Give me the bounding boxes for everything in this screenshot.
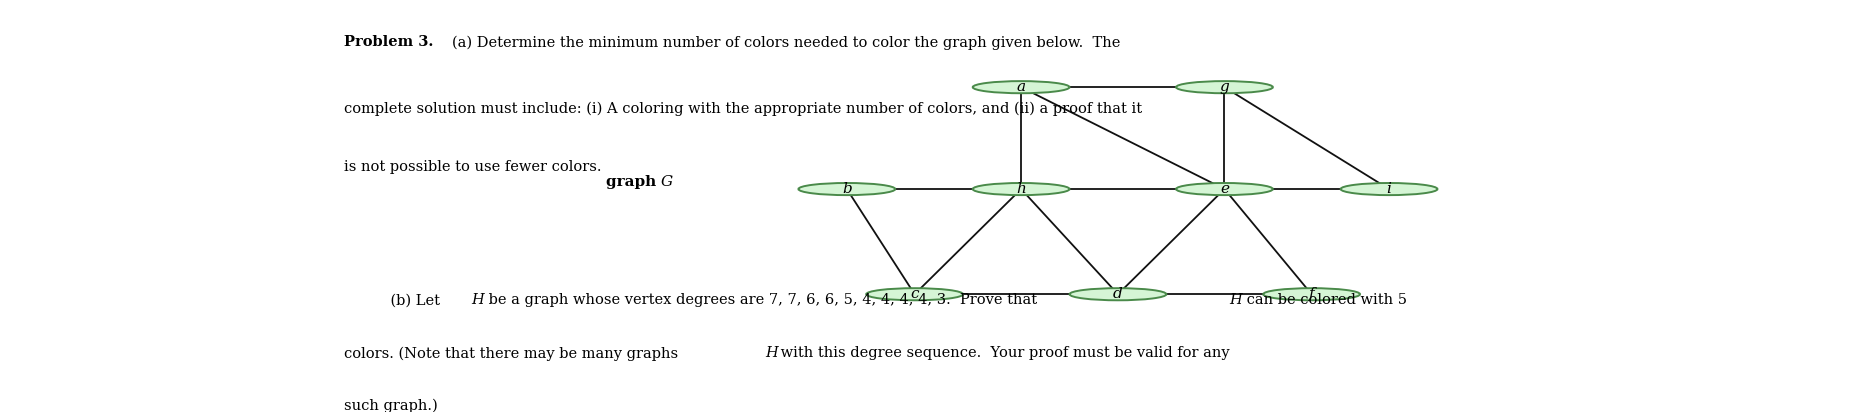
Text: d: d <box>1113 287 1123 301</box>
Ellipse shape <box>972 183 1069 195</box>
Text: g: g <box>1220 80 1229 94</box>
Text: b: b <box>842 182 851 196</box>
Text: Problem 3.: Problem 3. <box>344 35 434 49</box>
Text: c: c <box>911 287 918 301</box>
Text: a: a <box>1017 80 1026 94</box>
Text: f: f <box>1309 287 1315 301</box>
Text: colors. (Note that there may be many graphs: colors. (Note that there may be many gra… <box>344 346 683 360</box>
Ellipse shape <box>1341 183 1437 195</box>
Text: can be colored with 5: can be colored with 5 <box>1242 293 1408 307</box>
Text: (a) Determine the minimum number of colors needed to color the graph given below: (a) Determine the minimum number of colo… <box>452 35 1121 49</box>
Text: is not possible to use fewer colors.: is not possible to use fewer colors. <box>344 160 601 174</box>
Ellipse shape <box>1069 288 1166 300</box>
Text: H: H <box>1229 293 1242 307</box>
Text: (b) Let: (b) Let <box>372 293 445 307</box>
Text: h: h <box>1017 182 1026 196</box>
Text: H: H <box>765 346 778 360</box>
Text: H: H <box>471 293 484 307</box>
Ellipse shape <box>799 183 896 195</box>
Text: i: i <box>1387 182 1391 196</box>
Ellipse shape <box>1177 81 1274 93</box>
Text: graph: graph <box>605 175 661 189</box>
Text: complete solution must include: (i) A coloring with the appropriate number of co: complete solution must include: (i) A co… <box>344 102 1143 116</box>
Ellipse shape <box>866 288 963 300</box>
Text: be a graph whose vertex degrees are 7, 7, 6, 6, 5, 4, 4, 4, 4, 3.  Prove that: be a graph whose vertex degrees are 7, 7… <box>484 293 1043 307</box>
Text: such graph.): such graph.) <box>344 399 438 412</box>
Text: G: G <box>661 175 674 189</box>
Text: with this degree sequence.  Your proof must be valid for any: with this degree sequence. Your proof mu… <box>776 346 1231 360</box>
Ellipse shape <box>1262 288 1359 300</box>
Ellipse shape <box>1177 183 1274 195</box>
Text: e: e <box>1220 182 1229 196</box>
Ellipse shape <box>972 81 1069 93</box>
